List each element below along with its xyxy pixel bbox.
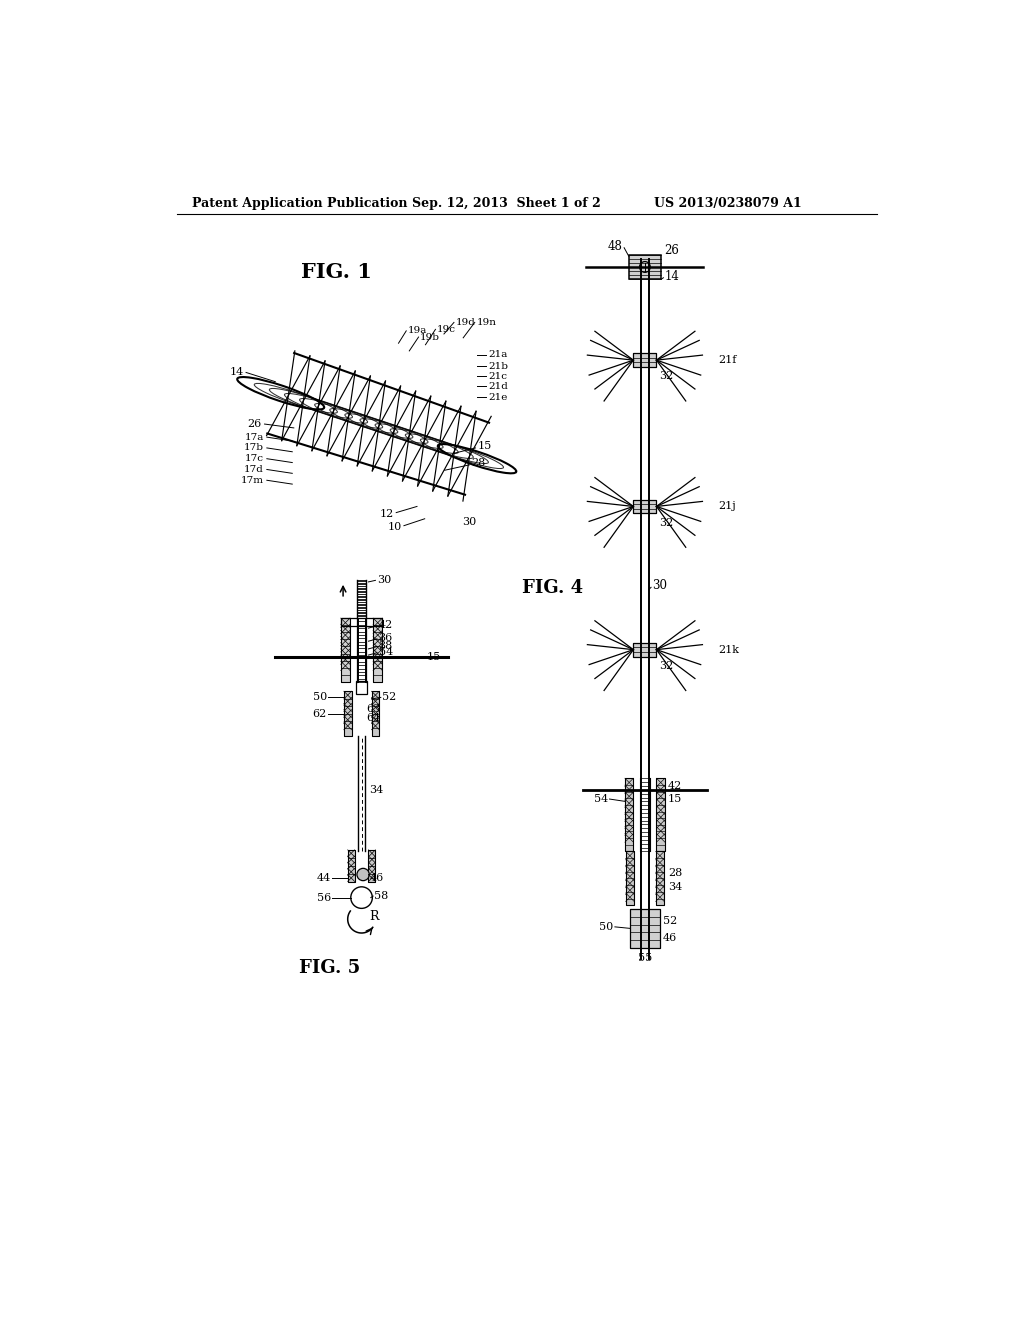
Text: 32: 32 — [659, 517, 674, 528]
Text: 32: 32 — [659, 661, 674, 671]
Text: 54: 54 — [594, 795, 608, 804]
Text: 56: 56 — [316, 892, 331, 903]
Bar — [344, 692, 351, 737]
Text: 58: 58 — [374, 891, 388, 902]
Text: FIG. 4: FIG. 4 — [522, 579, 583, 597]
Text: 21e: 21e — [487, 392, 507, 401]
Text: 21j: 21j — [718, 502, 736, 511]
Bar — [356, 681, 367, 693]
Text: 63: 63 — [367, 704, 381, 714]
Text: 17a: 17a — [245, 433, 264, 442]
Text: 17d: 17d — [244, 465, 264, 474]
Text: 38: 38 — [379, 640, 393, 651]
Text: 15: 15 — [427, 652, 441, 663]
Text: 34: 34 — [370, 785, 384, 795]
Text: 28: 28 — [472, 458, 486, 469]
Text: 64: 64 — [367, 713, 381, 723]
Text: 55: 55 — [638, 953, 652, 962]
Bar — [341, 618, 382, 626]
Text: 10: 10 — [387, 523, 401, 532]
Text: 21f: 21f — [718, 355, 736, 366]
Text: Patent Application Publication: Patent Application Publication — [193, 197, 408, 210]
Text: 28: 28 — [668, 869, 682, 878]
Text: 14: 14 — [665, 269, 679, 282]
Text: 48: 48 — [607, 240, 623, 253]
Text: 50: 50 — [312, 693, 327, 702]
Text: 17m: 17m — [241, 475, 264, 484]
Bar — [634, 499, 656, 513]
Text: 21k: 21k — [718, 644, 739, 655]
Bar — [634, 354, 656, 367]
Text: 30: 30 — [462, 517, 476, 527]
Bar — [631, 909, 659, 948]
Text: 52: 52 — [382, 693, 396, 702]
Text: 30: 30 — [377, 574, 391, 585]
Bar — [626, 851, 634, 906]
Bar — [656, 779, 665, 851]
Text: FIG. 5: FIG. 5 — [299, 960, 359, 977]
Bar — [372, 692, 379, 737]
Text: R: R — [370, 909, 379, 923]
Text: 26: 26 — [247, 418, 261, 429]
Text: 44: 44 — [316, 874, 331, 883]
Bar — [341, 618, 350, 682]
Bar — [629, 255, 662, 280]
Bar — [655, 851, 665, 906]
Text: 21c: 21c — [487, 372, 507, 380]
Bar — [369, 850, 376, 882]
Text: 15: 15 — [478, 441, 493, 451]
Text: 19a: 19a — [408, 326, 427, 335]
Text: 36: 36 — [379, 634, 393, 643]
Circle shape — [357, 869, 370, 880]
Text: 62: 62 — [312, 709, 327, 719]
Text: Sep. 12, 2013  Sheet 1 of 2: Sep. 12, 2013 Sheet 1 of 2 — [412, 197, 600, 210]
Text: 42: 42 — [379, 620, 393, 630]
Text: 32: 32 — [659, 371, 674, 381]
Bar — [373, 618, 382, 682]
Text: 19n: 19n — [476, 318, 497, 327]
Text: 19b: 19b — [420, 333, 440, 342]
Text: 17c: 17c — [245, 454, 264, 463]
Text: 14: 14 — [229, 367, 244, 378]
Text: US 2013/0238079 A1: US 2013/0238079 A1 — [654, 197, 802, 210]
Text: 50: 50 — [599, 921, 613, 932]
Bar — [625, 779, 634, 851]
Text: 54: 54 — [379, 647, 393, 657]
Text: 21b: 21b — [487, 362, 508, 371]
Text: 26: 26 — [665, 244, 679, 257]
Text: 19c: 19c — [437, 325, 456, 334]
Text: 46: 46 — [370, 874, 384, 883]
Text: 12: 12 — [380, 510, 394, 519]
Text: 30: 30 — [652, 579, 667, 593]
Bar — [634, 643, 656, 656]
Text: FIG. 1: FIG. 1 — [301, 263, 373, 282]
Text: 19d: 19d — [456, 318, 475, 327]
Text: 46: 46 — [663, 933, 677, 942]
Text: 21a: 21a — [487, 350, 507, 359]
Bar — [348, 850, 354, 882]
Text: 21d: 21d — [487, 381, 508, 391]
Text: 34: 34 — [668, 882, 682, 892]
Text: 15: 15 — [668, 795, 682, 804]
Text: 17b: 17b — [244, 444, 264, 453]
Text: 52: 52 — [663, 916, 677, 925]
Text: 42: 42 — [668, 781, 682, 791]
